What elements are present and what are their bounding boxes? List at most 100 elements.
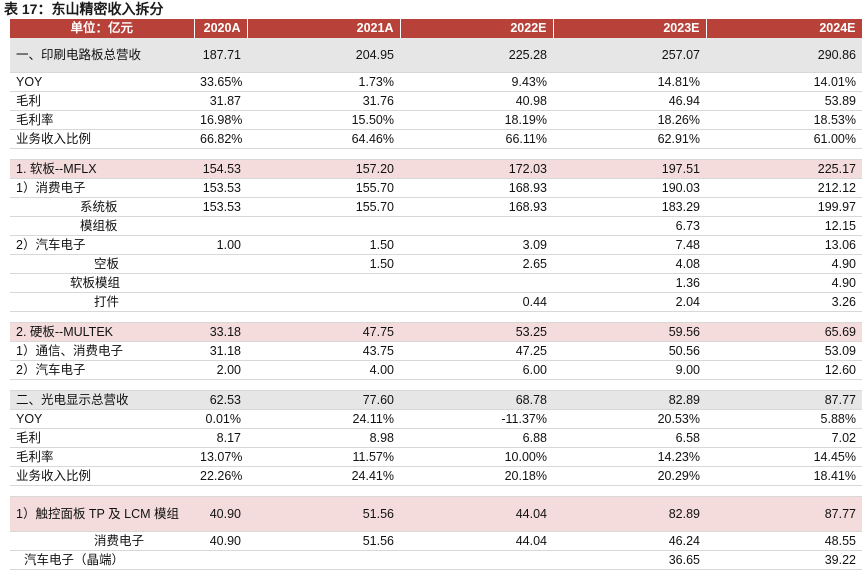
value-cell: 14.01%	[706, 72, 862, 92]
value-cell: 257.07	[553, 38, 706, 73]
value-cell: 22.26%	[194, 466, 247, 486]
table-row: 业务收入比例 66.82% 64.46% 66.11% 62.91% 61.00%	[10, 129, 862, 149]
value-cell	[247, 292, 400, 312]
value-cell: 50.56	[553, 341, 706, 361]
value-cell: 31.18	[194, 341, 247, 361]
value-cell: 5.88%	[706, 409, 862, 429]
row-label: 空板	[10, 254, 194, 274]
value-cell: 18.19%	[400, 110, 553, 130]
value-cell: 225.17	[706, 159, 862, 179]
value-cell: 48.55	[706, 531, 862, 551]
row-label: YOY	[10, 409, 194, 429]
section-spacer	[10, 148, 862, 160]
spacer-cell	[400, 311, 553, 323]
spacer-cell	[553, 485, 706, 497]
header-unit-cell: 单位：亿元	[10, 19, 195, 38]
value-cell: 6.00	[400, 360, 553, 380]
value-cell: 53.09	[706, 341, 862, 361]
value-cell	[247, 550, 400, 570]
table-row: 软板模组 1.36 4.90	[10, 273, 862, 293]
value-cell: 8.98	[247, 428, 400, 448]
table-row: 二、光电显示总营收 62.53 77.60 68.78 82.89 87.77	[10, 390, 862, 410]
value-cell: 2.65	[400, 254, 553, 274]
table-row: 毛利 31.87 31.76 40.98 46.94 53.89	[10, 91, 862, 111]
row-label: 1. 软板--MFLX	[10, 159, 194, 179]
value-cell: 6.73	[553, 216, 706, 236]
value-cell: 1.00	[194, 235, 247, 255]
value-cell	[247, 273, 400, 293]
value-cell: 157.20	[247, 159, 400, 179]
value-cell: 24.41%	[247, 466, 400, 486]
value-cell: 53.89	[706, 91, 862, 111]
value-cell: 51.56	[247, 496, 400, 532]
spacer-cell	[194, 311, 247, 323]
spacer-cell	[706, 485, 862, 497]
spacer-cell	[706, 148, 862, 160]
value-cell: 7.48	[553, 235, 706, 255]
value-cell: 18.41%	[706, 466, 862, 486]
spacer-cell	[194, 148, 247, 160]
row-label: 2）汽车电子	[10, 235, 194, 255]
value-cell: 2.04	[553, 292, 706, 312]
value-cell: 1.50	[247, 235, 400, 255]
row-label: YOY	[10, 72, 194, 92]
value-cell: 20.18%	[400, 466, 553, 486]
value-cell: 1.73%	[247, 72, 400, 92]
value-cell: 47.25	[400, 341, 553, 361]
value-cell	[247, 216, 400, 236]
value-cell: 155.70	[247, 178, 400, 198]
value-cell: 4.08	[553, 254, 706, 274]
value-cell: 18.53%	[706, 110, 862, 130]
value-cell: 46.24	[553, 531, 706, 551]
spacer-cell	[10, 379, 194, 391]
section-spacer	[10, 485, 862, 497]
value-cell: 11.57%	[247, 447, 400, 467]
value-cell: 12.15	[706, 216, 862, 236]
value-cell: 183.29	[553, 197, 706, 217]
value-cell: 0.44	[400, 292, 553, 312]
value-cell: 46.94	[553, 91, 706, 111]
value-cell: 2.00	[194, 360, 247, 380]
value-cell: 9.00	[553, 360, 706, 380]
value-cell: 6.58	[553, 428, 706, 448]
value-cell: 3.26	[706, 292, 862, 312]
value-cell: 40.90	[194, 531, 247, 551]
value-cell: 154.53	[194, 159, 247, 179]
value-cell	[194, 292, 247, 312]
table-row: 打件 0.44 2.04 3.26	[10, 292, 862, 312]
table-row: YOY 0.01% 24.11% -11.37% 20.53% 5.88%	[10, 409, 862, 429]
value-cell: 13.07%	[194, 447, 247, 467]
row-label: 1）通信、消费电子	[10, 341, 194, 361]
row-label: 业务收入比例	[10, 129, 194, 149]
value-cell: 43.75	[247, 341, 400, 361]
row-label: 汽车电子（晶端）	[10, 550, 194, 570]
value-cell: 7.02	[706, 428, 862, 448]
value-cell: 39.22	[706, 550, 862, 570]
spacer-cell	[706, 311, 862, 323]
value-cell: 16.98%	[194, 110, 247, 130]
value-cell	[400, 273, 553, 293]
table-row: 一、印刷电路板总营收 187.71 204.95 225.28 257.07 290.86	[10, 38, 862, 73]
value-cell: 14.81%	[553, 72, 706, 92]
value-cell: 3.09	[400, 235, 553, 255]
value-cell: 66.82%	[194, 129, 247, 149]
value-cell: 14.23%	[553, 447, 706, 467]
section-spacer	[10, 311, 862, 323]
spacer-cell	[400, 379, 553, 391]
value-cell: 4.90	[706, 273, 862, 293]
spacer-cell	[553, 311, 706, 323]
header-year-cell: 2024E	[706, 19, 862, 38]
value-cell: 199.97	[706, 197, 862, 217]
spacer-cell	[553, 148, 706, 160]
value-cell: 82.89	[553, 496, 706, 532]
table-row: 消费电子 40.90 51.56 44.04 46.24 48.55	[10, 531, 862, 551]
value-cell: 15.50%	[247, 110, 400, 130]
table-row: 毛利率 13.07% 11.57% 10.00% 14.23% 14.45%	[10, 447, 862, 467]
value-cell: 87.77	[706, 390, 862, 410]
value-cell: 8.17	[194, 428, 247, 448]
value-cell: 155.70	[247, 197, 400, 217]
value-cell: 0.01%	[194, 409, 247, 429]
value-cell: 153.53	[194, 197, 247, 217]
section-spacer	[10, 379, 862, 391]
row-label: 软板模组	[10, 273, 194, 293]
